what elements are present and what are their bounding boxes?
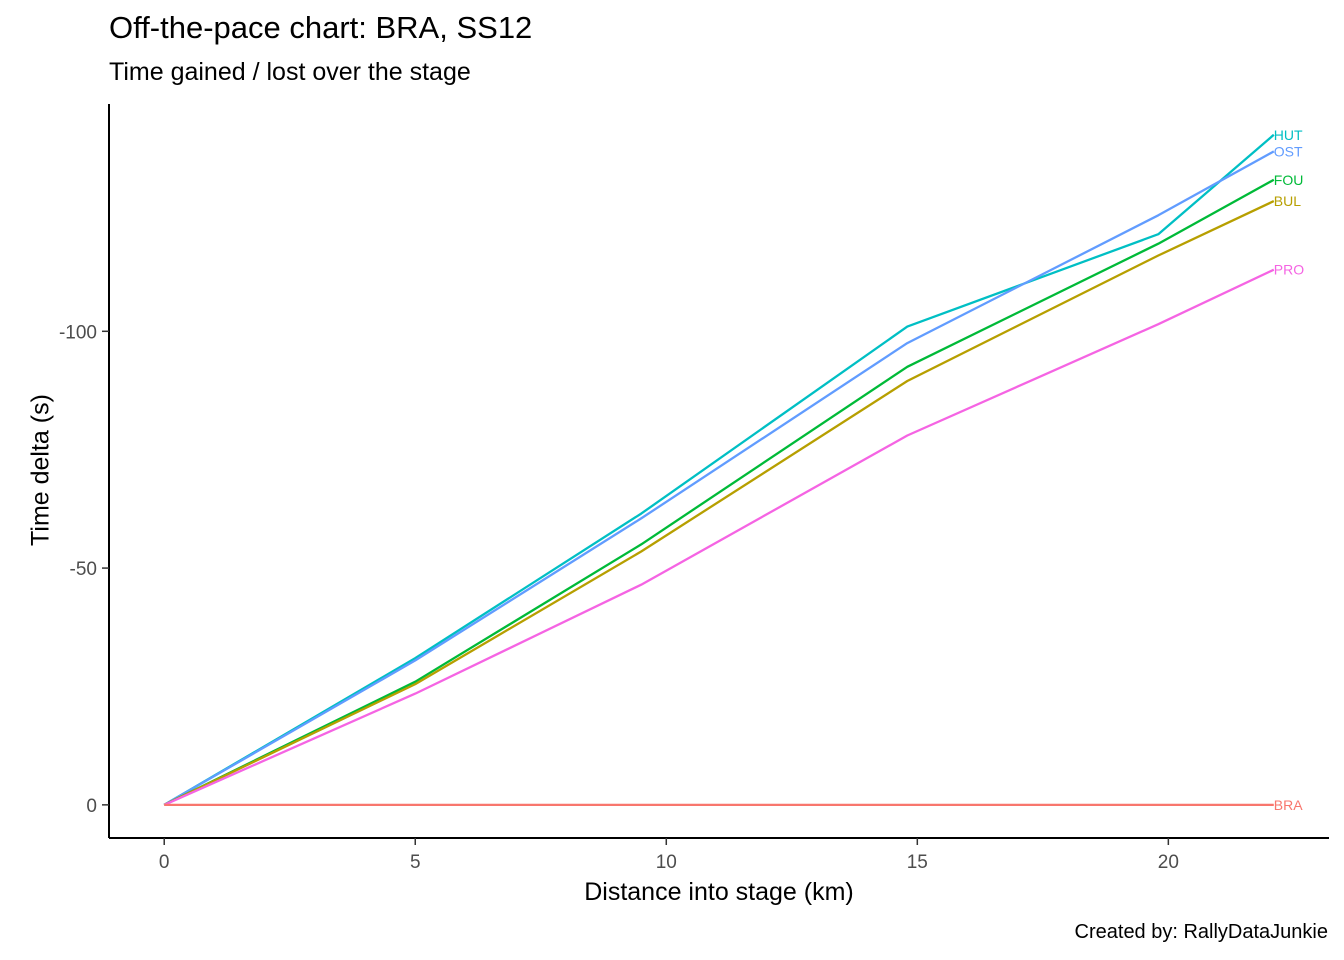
- x-tick-label: 5: [410, 852, 421, 873]
- series-line-pro: [163, 268, 1275, 806]
- series-label-hut: HUT: [1274, 127, 1303, 143]
- series-line-ost: [163, 150, 1275, 806]
- y-tick-label: -50: [70, 559, 97, 580]
- y-tick-label: -100: [59, 322, 97, 343]
- y-tick-label: 0: [86, 796, 97, 817]
- series-label-fou: FOU: [1274, 172, 1304, 188]
- x-tick-label: 20: [1158, 852, 1179, 873]
- series-line-bul: [163, 200, 1275, 806]
- series-label-pro: PRO: [1274, 262, 1304, 278]
- y-axis-label: Time delta (s): [26, 394, 55, 546]
- series-line-fou: [163, 178, 1275, 806]
- x-tick-label: 0: [159, 852, 170, 873]
- x-tick-label: 10: [656, 852, 677, 873]
- chart-caption: Created by: RallyDataJunkie: [1074, 921, 1328, 943]
- series-label-bra: BRA: [1274, 797, 1303, 813]
- axis-layer: 0 5 10 15 20 0 -50 -100: [59, 104, 1329, 873]
- series-label-ost: OST: [1274, 143, 1303, 159]
- series-line-hut: [163, 133, 1275, 806]
- x-tick-label: 15: [907, 852, 928, 873]
- x-axis-label: Distance into stage (km): [584, 878, 854, 906]
- chart-subtitle: Time gained / lost over the stage: [109, 58, 471, 86]
- chart-title: Off-the-pace chart: BRA, SS12: [109, 10, 533, 45]
- series-label-bul: BUL: [1274, 193, 1301, 209]
